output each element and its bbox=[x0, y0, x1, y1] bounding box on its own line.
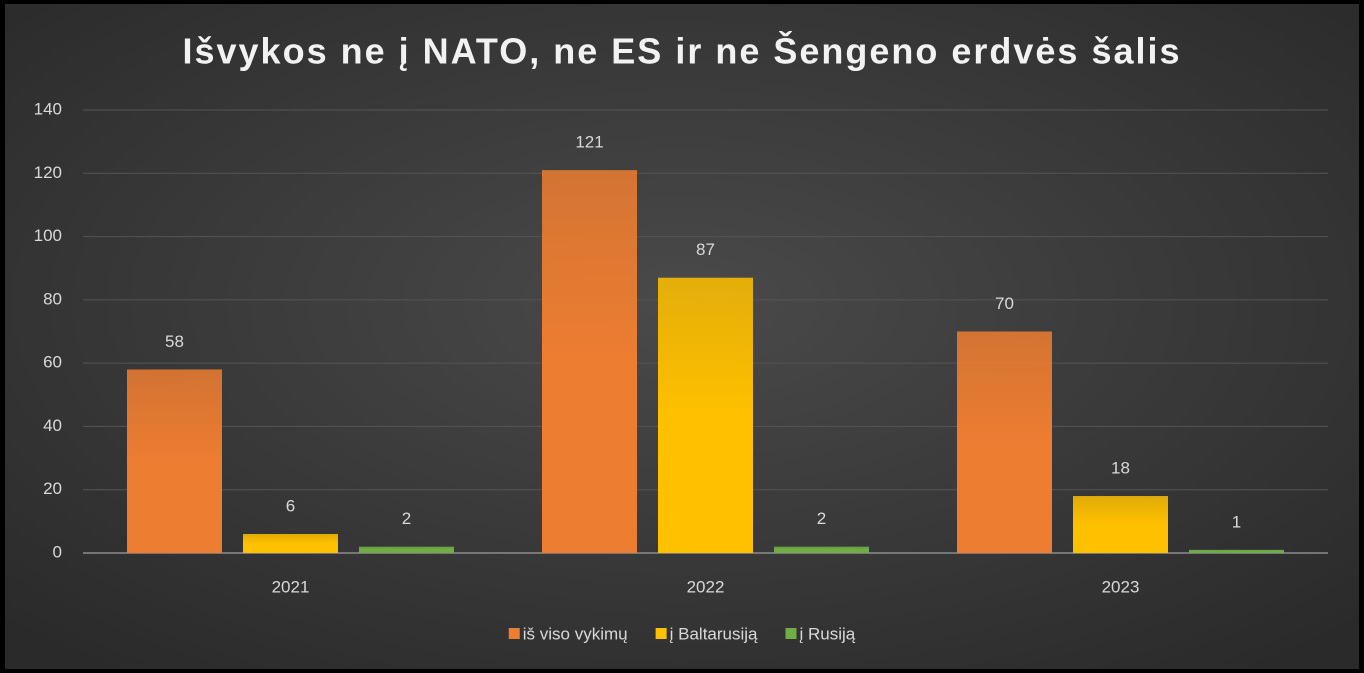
chart-title: Išvykos ne į NATO, ne ES ir ne Šengeno e… bbox=[182, 30, 1181, 72]
data-label: 121 bbox=[575, 133, 603, 152]
data-label: 18 bbox=[1111, 459, 1130, 478]
legend: iš viso vykimų į Baltarusiją į Rusiją bbox=[508, 624, 856, 643]
legend-label: į Baltarusiją bbox=[670, 624, 758, 643]
y-tick-label: 140 bbox=[34, 99, 62, 118]
data-label: 58 bbox=[165, 332, 184, 351]
y-tick-label: 80 bbox=[43, 289, 62, 308]
y-tick-label: 100 bbox=[34, 226, 62, 245]
data-label: 2 bbox=[817, 509, 826, 528]
y-tick-label: 20 bbox=[43, 479, 62, 498]
bar bbox=[127, 369, 222, 553]
legend-label: į Rusiją bbox=[799, 624, 855, 643]
data-label: 1 bbox=[1232, 512, 1241, 531]
y-tick-label: 40 bbox=[43, 416, 62, 435]
bar bbox=[774, 546, 869, 553]
y-tick-label: 0 bbox=[53, 542, 62, 561]
bar bbox=[658, 277, 753, 553]
bar bbox=[957, 331, 1052, 553]
legend-swatch bbox=[655, 628, 667, 639]
bar bbox=[243, 534, 338, 553]
bar bbox=[359, 546, 454, 553]
bar bbox=[1189, 549, 1284, 553]
data-label: 2 bbox=[402, 509, 411, 528]
y-tick-label: 60 bbox=[43, 353, 62, 372]
legend-label: iš viso vykimų bbox=[523, 624, 628, 643]
legend-swatch bbox=[508, 628, 520, 639]
data-label: 87 bbox=[696, 240, 715, 259]
legend-swatch bbox=[785, 628, 797, 639]
data-label: 6 bbox=[286, 496, 295, 515]
bar bbox=[1073, 496, 1168, 553]
data-label: 70 bbox=[995, 294, 1014, 313]
y-tick-label: 120 bbox=[34, 163, 62, 182]
x-tick-label: 2021 bbox=[272, 577, 310, 596]
x-tick-label: 2022 bbox=[687, 577, 725, 596]
x-tick-label: 2023 bbox=[1102, 577, 1140, 596]
bar bbox=[542, 170, 637, 553]
